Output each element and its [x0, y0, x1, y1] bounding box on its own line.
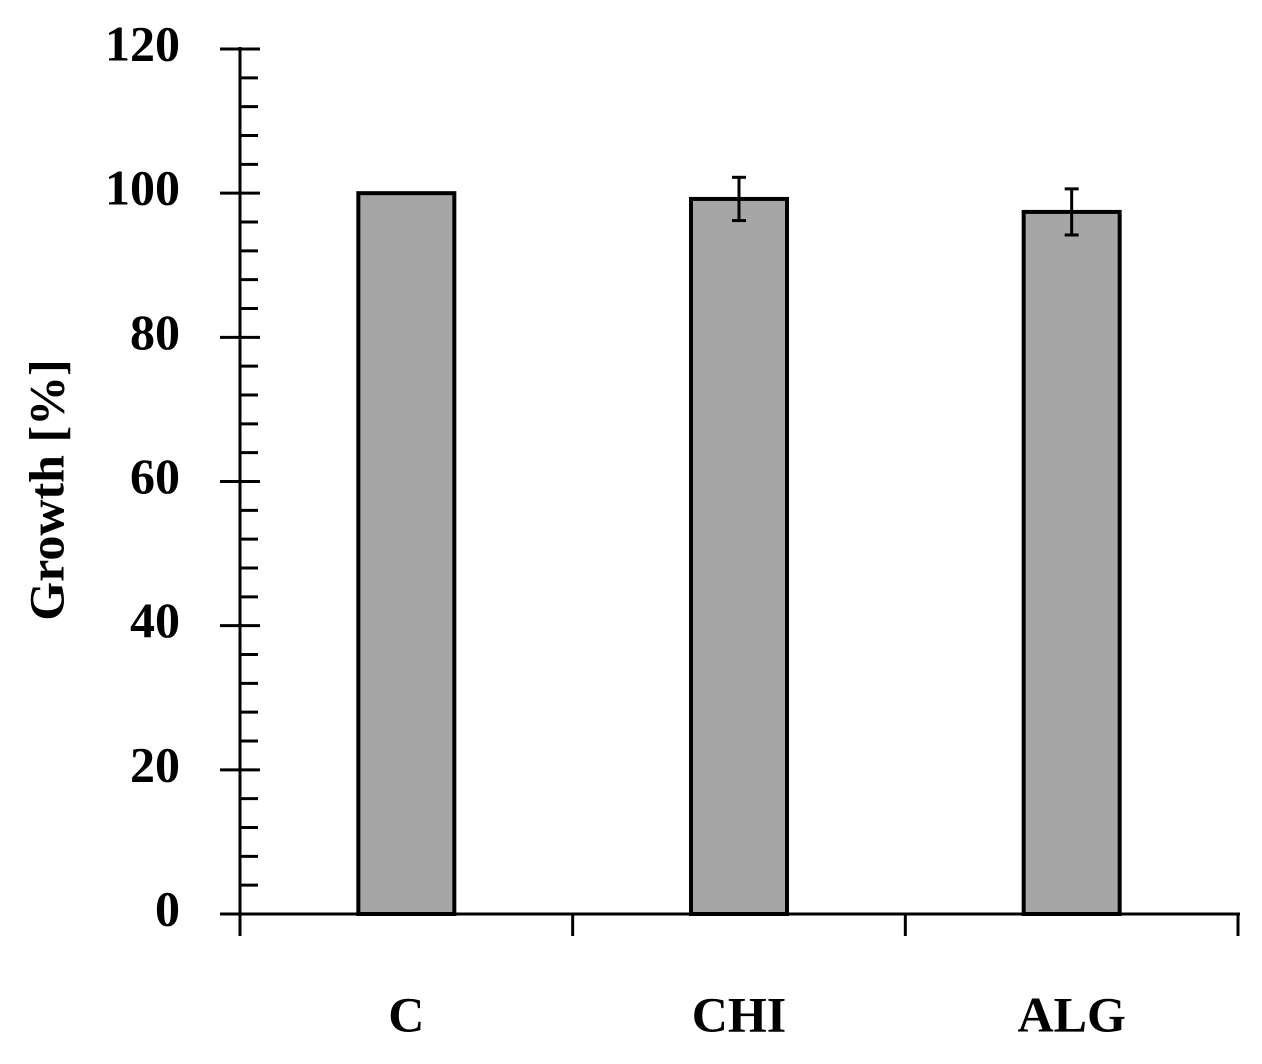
y-axis-label: Growth [%] [18, 359, 74, 621]
x-tick-label: ALG [1017, 986, 1125, 1042]
x-tick-label: C [388, 986, 424, 1042]
x-tick-label: CHI [692, 986, 786, 1042]
y-tick-label: 100 [105, 160, 180, 216]
y-tick-label: 20 [130, 736, 180, 792]
bar [1021, 209, 1122, 917]
y-tick-label: 60 [130, 448, 180, 504]
y-tick-label: 80 [130, 304, 180, 360]
bar [689, 196, 789, 916]
y-tick-label: 0 [155, 880, 180, 936]
y-tick-label: 120 [105, 15, 180, 71]
bar [356, 191, 457, 916]
y-tick-label: 40 [130, 592, 180, 648]
